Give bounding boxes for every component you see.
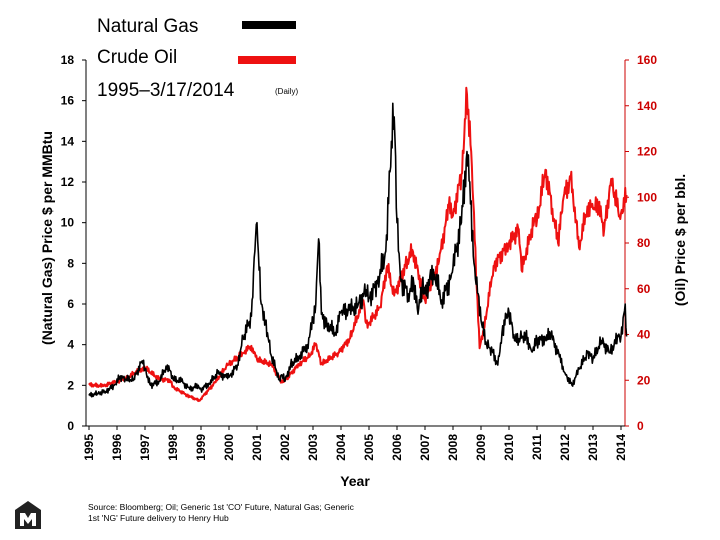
- right-tick-label: 40: [637, 328, 651, 342]
- left-tick-label: 8: [67, 256, 74, 270]
- legend-label-gas: Natural Gas: [97, 16, 198, 37]
- right-tick-label: 100: [637, 190, 657, 204]
- natural-gas-line: [88, 102, 628, 398]
- crude-oil-line: [88, 86, 628, 403]
- x-tick-label: 2014: [614, 434, 628, 461]
- left-tick-label: 14: [61, 134, 75, 148]
- x-tick-label: 2003: [306, 434, 320, 461]
- left-tick-label: 10: [61, 216, 75, 230]
- x-tick-label: 1997: [138, 434, 152, 461]
- x-tick-label: 1998: [166, 434, 180, 461]
- left-axis-ticks: 0 2 4 6 8 10 12 14 16 18: [61, 53, 86, 433]
- x-tick-label: 2007: [418, 434, 432, 461]
- x-tick-label: 2008: [446, 434, 460, 461]
- x-tick-label: 2009: [474, 434, 488, 461]
- source-note: Source: Bloomberg; Oil; Generic 1st 'CO'…: [88, 502, 354, 523]
- y-axis-title-left: (Natural Gas) Price $ per MMBtu: [39, 131, 55, 345]
- left-tick-label: 4: [67, 338, 74, 352]
- right-tick-label: 60: [637, 282, 651, 296]
- left-tick-label: 18: [61, 53, 75, 67]
- series-layer: [88, 86, 628, 403]
- x-tick-label: 2006: [390, 434, 404, 461]
- x-tick-label: 2005: [362, 434, 376, 461]
- left-tick-label: 2: [67, 378, 74, 392]
- x-tick-label: 1999: [194, 434, 208, 461]
- right-tick-label: 120: [637, 145, 657, 159]
- right-tick-label: 0: [637, 419, 644, 433]
- y-axis-title-right: (Oil) Price $ per bbl.: [672, 174, 688, 306]
- legend-swatch-gas: [242, 21, 296, 29]
- left-tick-label: 6: [67, 297, 74, 311]
- legend-swatch-oil: [238, 56, 296, 64]
- left-tick-label: 16: [61, 94, 75, 108]
- left-tick-label: 12: [61, 175, 75, 189]
- right-tick-label: 20: [637, 373, 651, 387]
- x-tick-label: 2012: [558, 434, 572, 461]
- x-tick-label: 2000: [222, 434, 236, 461]
- x-tick-label: 2002: [278, 434, 292, 461]
- x-tick-label: 2010: [502, 434, 516, 461]
- x-axis-title: Year: [340, 473, 370, 489]
- legend-label-oil: Crude Oil: [97, 47, 177, 68]
- right-tick-label: 80: [637, 236, 651, 250]
- right-tick-label: 140: [637, 99, 657, 113]
- legend: Natural Gas Crude Oil 1995–3/17/2014 (Da…: [97, 16, 298, 101]
- x-tick-label: 2001: [250, 434, 264, 461]
- right-axis-ticks: 0 20 40 60 80 100 120 140 160: [625, 53, 657, 433]
- x-tick-label: 1996: [110, 434, 124, 461]
- m-logo-icon: [15, 501, 41, 529]
- left-tick-label: 0: [67, 419, 74, 433]
- x-tick-label: 2011: [530, 434, 544, 460]
- x-tick-label: 1995: [82, 434, 96, 461]
- right-tick-label: 160: [637, 53, 657, 67]
- x-tick-label: 2013: [586, 434, 600, 461]
- x-axis-ticks: 1995 1996 1997 1998 1999 2000 2001 2002 2003 2004…: [82, 426, 628, 461]
- x-tick-label: 2004: [334, 434, 348, 461]
- legend-note-daily: (Daily): [275, 87, 298, 96]
- legend-date-range: 1995–3/17/2014: [97, 80, 235, 101]
